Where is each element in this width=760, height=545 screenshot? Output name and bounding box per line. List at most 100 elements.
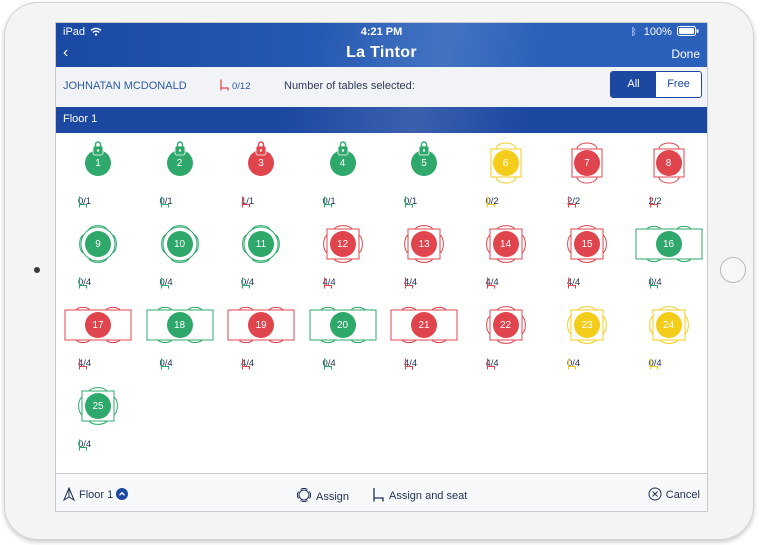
table-number: 14 xyxy=(499,239,512,250)
info-bar: JOHNATAN MCDONALD 0/12 Number of tables … xyxy=(56,67,707,107)
table-number: 25 xyxy=(92,401,104,412)
chair-icon xyxy=(486,277,495,289)
table-seat-count: 4/4 xyxy=(567,277,581,289)
chair-icon xyxy=(160,277,169,289)
table-19[interactable]: 19 4/4 xyxy=(219,295,303,375)
table-11[interactable]: 11 0/4 xyxy=(219,214,303,294)
chair-icon xyxy=(78,358,88,370)
table-21[interactable]: 21 4/4 xyxy=(382,295,466,375)
seat-count-text: 0/1 xyxy=(159,196,173,207)
status-device: iPad xyxy=(63,26,102,38)
table-assign-icon xyxy=(296,487,312,503)
table-number: 21 xyxy=(418,320,430,331)
chair-icon xyxy=(323,196,332,208)
home-button[interactable] xyxy=(720,257,746,283)
table-number: 8 xyxy=(665,158,672,169)
status-battery: ᛒ 100% xyxy=(631,26,699,38)
table-number: 23 xyxy=(581,320,593,331)
floor-header: Floor 1 xyxy=(56,107,707,133)
done-button[interactable]: Done xyxy=(671,47,700,61)
seat-count-text: 0/1 xyxy=(78,196,92,207)
table-5[interactable]: 5 0/1 xyxy=(382,133,466,213)
floor-selector-button[interactable]: Floor 1 xyxy=(62,486,129,502)
table-seat-count: 4/4 xyxy=(486,358,499,370)
seat-count-text: 2/2 xyxy=(567,196,581,207)
chair-icon xyxy=(567,358,577,370)
chair-icon xyxy=(323,358,332,370)
table-17[interactable]: 17 4/4 xyxy=(56,295,140,375)
table-13[interactable]: 13 4/4 xyxy=(382,214,466,294)
close-circle-icon xyxy=(648,487,662,501)
table-seat-count: 0/1 xyxy=(322,196,336,208)
table-24[interactable]: 24 0/4 xyxy=(627,295,708,375)
cancel-button[interactable]: Cancel xyxy=(648,487,700,501)
table-seat-count: 0/4 xyxy=(78,439,91,451)
filter-all-button[interactable]: All xyxy=(611,72,656,97)
table-number: 9 xyxy=(95,239,101,250)
assign-button[interactable]: Assign xyxy=(296,487,349,503)
table-4[interactable]: 4 0/1 xyxy=(301,133,385,213)
table-18[interactable]: 18 0/4 xyxy=(138,295,222,375)
app-screen: iPad 4:21 PM ᛒ 100% ‹ La Tintor Done JOH… xyxy=(55,22,708,512)
seat-count-text: 0/4 xyxy=(567,358,581,369)
assign-and-seat-button[interactable]: Assign and seat xyxy=(372,487,467,502)
table-grid: 1 0/1 2 0/1 3 1/1 4 0/1 5 0/1 6 0/2 7 2/2 8 2/2 9 0/4 10 0/… xyxy=(56,133,707,473)
table-1[interactable]: 1 0/1 xyxy=(56,133,140,213)
table-number: 18 xyxy=(173,320,186,331)
table-25[interactable]: 25 0/4 xyxy=(56,376,140,456)
page-title: La Tintor xyxy=(346,44,417,61)
table-23[interactable]: 23 0/4 xyxy=(545,295,629,375)
table-9[interactable]: 9 0/4 xyxy=(56,214,140,294)
table-number: 20 xyxy=(336,320,349,331)
table-number: 1 xyxy=(95,158,101,169)
table-10[interactable]: 10 0/4 xyxy=(138,214,222,294)
table-3[interactable]: 3 1/1 xyxy=(219,133,303,213)
seat-count-text: 0/4 xyxy=(241,277,255,288)
table-12[interactable]: 12 4/4 xyxy=(301,214,385,294)
table-16[interactable]: 16 0/4 xyxy=(627,214,708,294)
seat-count-text: 0/1 xyxy=(404,196,418,207)
seat-count-text: 1/1 xyxy=(241,196,255,207)
seat-count-text: 0/4 xyxy=(159,358,173,369)
table-number: 11 xyxy=(255,239,267,250)
seat-count-text: 4/4 xyxy=(485,277,499,288)
filter-free-button[interactable]: Free xyxy=(667,78,690,90)
seat-count-text: 0/4 xyxy=(648,358,662,369)
table-22[interactable]: 22 4/4 xyxy=(464,295,548,375)
table-seat-count: 0/4 xyxy=(159,358,173,370)
table-number: 5 xyxy=(421,158,427,169)
seat-count-text: 4/4 xyxy=(404,277,418,288)
back-button[interactable]: ‹ xyxy=(63,44,69,61)
table-8[interactable]: 8 2/2 xyxy=(627,133,708,213)
chair-icon xyxy=(78,439,88,451)
table-number: 17 xyxy=(92,320,104,331)
table-number: 16 xyxy=(662,239,675,250)
chair-icon xyxy=(567,277,577,289)
floor-title: Floor 1 xyxy=(63,113,98,125)
floor-plan-icon xyxy=(62,486,76,502)
table-seat-count: 0/1 xyxy=(78,196,92,208)
table-2[interactable]: 2 0/1 xyxy=(138,133,222,213)
table-number: 2 xyxy=(176,158,183,169)
table-15[interactable]: 15 4/4 xyxy=(545,214,629,294)
chair-icon xyxy=(160,358,169,370)
seat-count-text: 4/4 xyxy=(567,277,581,288)
chair-icon xyxy=(323,277,332,289)
table-seat-count: 0/4 xyxy=(241,277,255,289)
table-20[interactable]: 20 0/4 xyxy=(301,295,385,375)
seat-count-text: 0/4 xyxy=(78,277,92,288)
table-7[interactable]: 7 2/2 xyxy=(545,133,629,213)
table-seat-count: 0/1 xyxy=(159,196,173,208)
table-seat-count: 0/4 xyxy=(649,277,662,289)
table-seat-count: 0/4 xyxy=(648,358,662,370)
table-seat-count: 4/4 xyxy=(323,277,336,289)
table-seat-count: 4/4 xyxy=(241,358,254,370)
chair-icon xyxy=(649,358,658,370)
table-number: 10 xyxy=(173,239,186,250)
filter-segmented-control: All Free xyxy=(610,71,702,98)
table-6[interactable]: 6 0/2 xyxy=(464,133,548,213)
table-14[interactable]: 14 4/4 xyxy=(464,214,548,294)
seat-count-text: 0/1 xyxy=(322,196,336,207)
table-number: 3 xyxy=(258,158,264,169)
seats-count: 0/12 xyxy=(219,79,251,92)
